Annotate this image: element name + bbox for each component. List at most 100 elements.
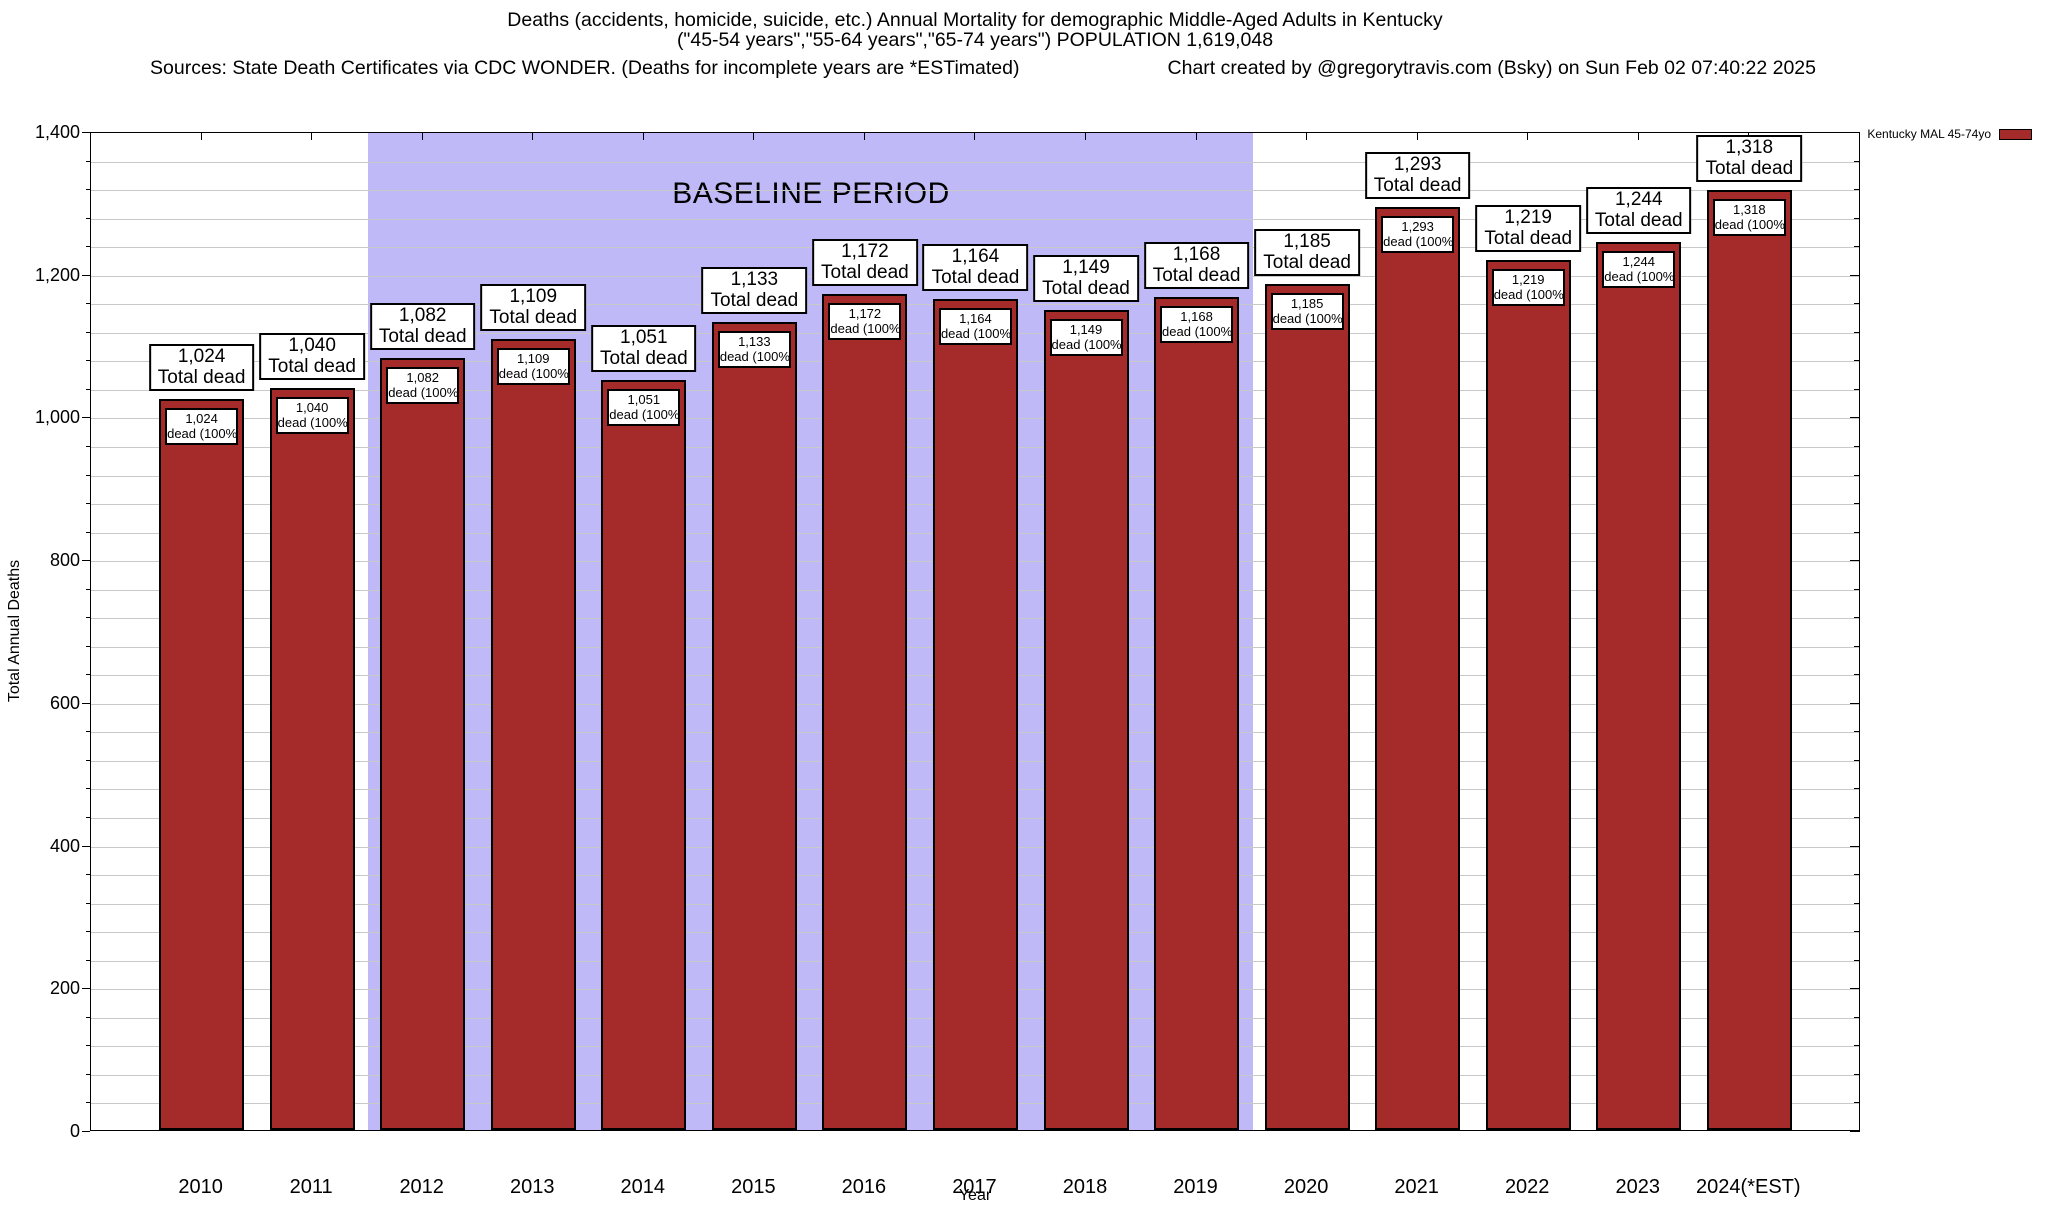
bar-inside-value-text: dead (100%): [1604, 268, 1676, 284]
y-axis-title: Total Annual Deaths: [6, 559, 23, 703]
bar-total-label-text: 1,133: [730, 269, 779, 290]
bar-2011: 1,040 dead (100%): [269, 388, 355, 1130]
bar-total-label-2018: 1,149 Total dead: [1033, 255, 1139, 302]
y-tick-mark-right: [1854, 246, 1860, 248]
bar-total-label-2019: 1,168 Total dead: [1143, 242, 1250, 289]
bar-total-label-text: 1,109: [509, 286, 558, 307]
bar-inside-value-2021: 1,293 dead (100%): [1381, 216, 1455, 253]
bar-inside-value-2015: 1,133 dead (100%): [717, 331, 791, 368]
bar-total-label-2017: 1,164 Total dead: [922, 244, 1029, 291]
y-tick-mark-right: [1854, 189, 1860, 191]
bar-total-label-2013: 1,109 Total dead: [480, 284, 587, 331]
x-tick-label-2014: 2014: [620, 1176, 666, 1198]
y-tick-mark-right: [1854, 217, 1860, 219]
x-top-tick-mark: [974, 133, 976, 140]
bar-2015: 1,133 dead (100%): [711, 322, 797, 1130]
y-tick-mark-right: [1854, 759, 1860, 761]
y-tick-mark-right: [1854, 1073, 1860, 1075]
bar-inside-value-2010: 1,024 dead (100%): [165, 408, 239, 445]
y-tick-mark-right: [1854, 160, 1860, 162]
y-minor-tick-mark: [86, 588, 90, 590]
x-top-tick-mark: [753, 133, 755, 140]
y-minor-tick-mark: [86, 360, 90, 362]
y-tick-mark-right: [1854, 588, 1860, 590]
y-tick-mark-right: [1850, 560, 1860, 562]
x-tick-label-2018: 2018: [1062, 1176, 1108, 1198]
bar-2017: 1,164 dead (100%): [932, 299, 1018, 1130]
bar-total-label-text: Total dead: [599, 347, 688, 369]
y-minor-tick-mark: [86, 1016, 90, 1018]
y-tick-mark-right: [1850, 132, 1860, 133]
y-tick-mark: [82, 1131, 90, 1132]
y-tick-mark-right: [1850, 274, 1860, 276]
bar-total-label-text: Total dead: [821, 261, 909, 283]
bar-inside-value-text: dead (100%): [388, 384, 460, 400]
y-tick-label: 1,000: [34, 407, 80, 428]
x-top-tick-mark: [200, 133, 202, 140]
y-minor-tick-mark: [86, 759, 90, 761]
bar-inside-value-2019: 1,168 dead (100%): [1160, 306, 1234, 343]
bar-2012: 1,082 dead (100%): [380, 358, 466, 1130]
bar-inside-value-2014: 1,051 dead (100%): [607, 389, 681, 426]
bar-inside-value-text: 1,318: [1733, 202, 1766, 217]
y-tick-mark-right: [1854, 331, 1860, 333]
x-top-tick-mark: [1527, 133, 1529, 140]
y-tick-mark-right: [1854, 388, 1860, 390]
x-top-tick-mark: [1306, 133, 1308, 140]
bar-inside-value-2012: 1,082 dead (100%): [386, 367, 460, 404]
bar-total-label-text: Total dead: [268, 355, 356, 377]
y-tick-mark: [82, 417, 90, 419]
bar-total-label-text: 1,293: [1393, 154, 1442, 175]
bar-total-label-text: 1,172: [841, 241, 889, 262]
bar-inside-value-2016: 1,172 dead (100%): [828, 303, 902, 340]
gridline: [91, 218, 1859, 220]
x-top-tick-mark: [863, 133, 865, 140]
bar-inside-value-text: 1,109: [516, 351, 550, 366]
y-minor-tick-mark: [86, 959, 90, 961]
y-minor-tick-mark: [86, 303, 90, 305]
y-tick-mark: [82, 132, 90, 133]
y-tick-label: 400: [49, 835, 80, 856]
x-top-tick-mark: [1416, 133, 1418, 140]
bar-inside-value-2022: 1,219 dead (100%): [1491, 269, 1565, 306]
y-tick-mark: [82, 702, 90, 704]
y-tick-mark-right: [1854, 531, 1860, 533]
baseline-period-label: BASELINE PERIOD: [672, 177, 950, 210]
bar-total-label-text: Total dead: [1373, 174, 1462, 196]
bar-2013: 1,109 dead (100%): [490, 339, 576, 1130]
bar-total-label-text: 1,168: [1172, 244, 1221, 265]
y-tick-mark-right: [1854, 959, 1860, 961]
y-minor-tick-mark: [86, 189, 90, 191]
bar-inside-value-text: 1,051: [627, 392, 661, 407]
bar-total-label-text: 1,164: [951, 246, 1000, 267]
bar-total-label-text: Total dead: [1705, 157, 1794, 179]
bar-total-label-2012: 1,082 Total dead: [369, 303, 476, 350]
bar-2010: 1,024 dead (100%): [159, 399, 245, 1130]
bar-2022: 1,219 dead (100%): [1485, 260, 1571, 1130]
bar-total-label-text: 1,040: [288, 335, 336, 356]
bar-total-label-text: 1,024: [177, 346, 226, 367]
legend-label: Kentucky MAL 45-74yo: [1867, 127, 1991, 141]
x-top-tick-mark: [421, 133, 423, 140]
y-tick-mark-right: [1854, 1045, 1860, 1047]
y-tick-mark-right: [1850, 702, 1860, 704]
x-tick-label-2024(*EST): 2024(*EST): [1696, 1176, 1801, 1198]
bar-inside-value-text: 1,149: [1069, 322, 1103, 337]
bar-inside-value-text: 1,244: [1622, 254, 1656, 269]
y-tick-mark: [82, 988, 90, 990]
bar-inside-value-2024(*EST): 1,318 dead (100%): [1712, 199, 1786, 236]
y-minor-tick-mark: [86, 445, 90, 447]
y-tick-label: 0: [69, 1121, 80, 1141]
bar-inside-value-text: dead (100%): [1162, 323, 1234, 339]
y-minor-tick-mark: [86, 246, 90, 248]
bar-inside-value-text: 1,293: [1401, 219, 1434, 234]
bar-total-label-2011: 1,040 Total dead: [259, 333, 365, 380]
legend-swatch: [1999, 128, 2032, 140]
y-minor-tick-mark: [86, 503, 90, 505]
bar-inside-value-text: dead (100%): [167, 425, 239, 441]
bar-inside-value-text: 1,133: [738, 334, 771, 349]
bar-total-label-2020: 1,185 Total dead: [1254, 229, 1360, 276]
y-minor-tick-mark: [86, 788, 90, 790]
y-tick-mark-right: [1854, 817, 1860, 819]
y-minor-tick-mark: [86, 1102, 90, 1104]
